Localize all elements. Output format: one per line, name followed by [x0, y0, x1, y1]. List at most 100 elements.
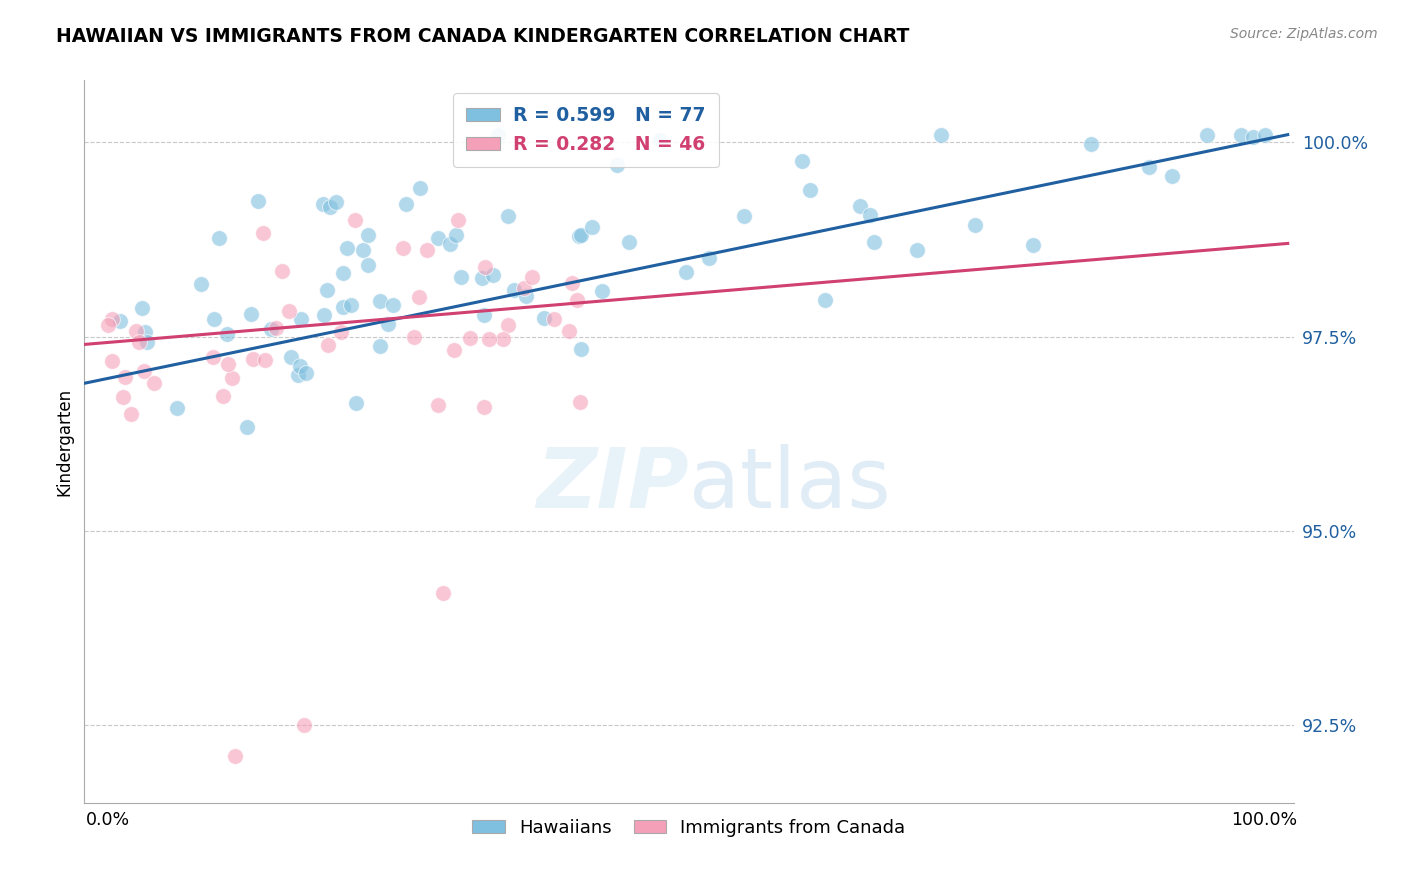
- Point: [332, 267, 354, 281]
- Point: [543, 312, 565, 326]
- Point: [409, 180, 432, 194]
- Point: [1253, 128, 1275, 142]
- Point: [471, 271, 494, 285]
- Point: [799, 183, 821, 197]
- Point: [472, 308, 495, 322]
- Point: [1080, 136, 1102, 151]
- Point: [277, 303, 299, 318]
- Point: [569, 342, 592, 356]
- Point: [131, 301, 153, 315]
- Point: [101, 354, 124, 368]
- Point: [357, 227, 380, 242]
- Point: [311, 197, 333, 211]
- Point: [128, 335, 150, 350]
- Point: [382, 298, 405, 312]
- Point: [290, 312, 312, 326]
- Point: [318, 200, 340, 214]
- Point: [558, 324, 581, 338]
- Point: [325, 194, 347, 209]
- Point: [312, 308, 335, 322]
- Point: [474, 260, 496, 275]
- Point: [142, 376, 165, 390]
- Point: [295, 366, 318, 380]
- Point: [929, 128, 952, 142]
- Point: [444, 228, 467, 243]
- Point: [513, 281, 536, 295]
- Point: [1161, 169, 1184, 184]
- Point: [408, 290, 430, 304]
- Point: [290, 359, 312, 373]
- Point: [352, 244, 374, 258]
- Point: [134, 325, 156, 339]
- Legend: Hawaiians, Immigrants from Canada: Hawaiians, Immigrants from Canada: [465, 812, 912, 845]
- Point: [606, 158, 628, 172]
- Point: [460, 331, 482, 345]
- Point: [202, 351, 225, 365]
- Point: [415, 243, 437, 257]
- Point: [316, 337, 339, 351]
- Point: [502, 283, 524, 297]
- Point: [965, 218, 987, 232]
- Point: [790, 153, 813, 168]
- Point: [166, 401, 188, 415]
- Point: [697, 251, 720, 265]
- Point: [395, 197, 418, 211]
- Point: [515, 289, 537, 303]
- Point: [212, 389, 235, 403]
- Point: [242, 352, 264, 367]
- Point: [569, 394, 592, 409]
- Point: [332, 301, 354, 315]
- Point: [617, 235, 640, 249]
- Point: [343, 213, 366, 227]
- Point: [316, 283, 339, 297]
- Point: [270, 264, 292, 278]
- Point: [114, 370, 136, 384]
- Point: [733, 209, 755, 223]
- Point: [260, 321, 283, 335]
- Point: [368, 339, 391, 353]
- Point: [474, 400, 496, 414]
- Point: [496, 318, 519, 333]
- Text: Source: ZipAtlas.com: Source: ZipAtlas.com: [1230, 27, 1378, 41]
- Point: [392, 242, 415, 256]
- Point: [287, 368, 309, 382]
- Point: [439, 237, 461, 252]
- Point: [565, 293, 588, 307]
- Point: [496, 209, 519, 223]
- Point: [1230, 128, 1253, 142]
- Point: [814, 293, 837, 307]
- Point: [907, 243, 929, 257]
- Point: [581, 220, 603, 235]
- Point: [478, 332, 501, 346]
- Point: [280, 350, 302, 364]
- Text: atlas: atlas: [689, 444, 890, 525]
- Point: [207, 231, 229, 245]
- Point: [1022, 237, 1045, 252]
- Point: [520, 270, 543, 285]
- Point: [266, 320, 288, 334]
- Point: [1241, 130, 1264, 145]
- Point: [254, 353, 277, 368]
- Point: [426, 397, 449, 411]
- Point: [110, 313, 132, 327]
- Point: [96, 318, 118, 332]
- Point: [344, 395, 367, 409]
- Point: [236, 419, 259, 434]
- Point: [111, 390, 134, 404]
- Point: [134, 364, 156, 378]
- Point: [491, 332, 513, 346]
- Point: [292, 718, 315, 732]
- Point: [482, 268, 505, 283]
- Point: [217, 327, 239, 342]
- Point: [202, 312, 225, 326]
- Text: HAWAIIAN VS IMMIGRANTS FROM CANADA KINDERGARTEN CORRELATION CHART: HAWAIIAN VS IMMIGRANTS FROM CANADA KINDE…: [56, 27, 910, 45]
- Point: [568, 228, 591, 243]
- Point: [650, 133, 672, 147]
- Point: [675, 265, 697, 279]
- Point: [561, 276, 583, 290]
- Point: [377, 317, 399, 331]
- Point: [100, 312, 122, 326]
- Point: [357, 258, 380, 272]
- Point: [1137, 160, 1160, 174]
- Point: [368, 293, 391, 308]
